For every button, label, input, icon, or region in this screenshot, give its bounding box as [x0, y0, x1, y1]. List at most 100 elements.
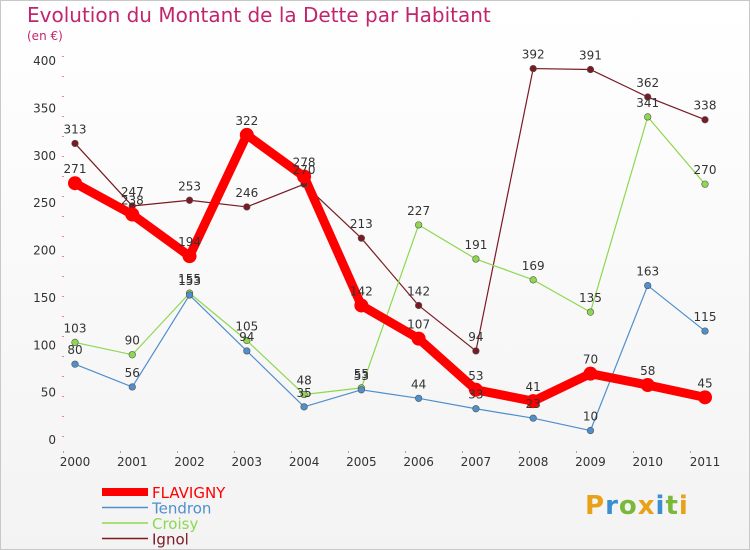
point-croisy: [644, 113, 652, 121]
point-flavigny: [182, 249, 197, 264]
data-label-flavigny: 322: [235, 114, 258, 128]
data-label-flavigny: 194: [178, 235, 201, 249]
x-tick-label: 2005: [346, 455, 377, 469]
data-label-ignol: 391: [579, 49, 602, 63]
data-label-flavigny: 45: [697, 376, 712, 390]
point-flavigny: [297, 169, 312, 184]
point-flavigny: [583, 366, 598, 381]
series-points: [68, 64, 712, 435]
y-tick-label: 50: [41, 386, 56, 400]
data-label-croisy: 155: [178, 272, 201, 286]
data-label-croisy: 270: [694, 163, 717, 177]
point-tendron: [701, 327, 709, 335]
point-ignol: [529, 64, 537, 73]
axes: 0 50 100 150 200 250 300 350 400 2000 2001 2002 2003…: [33, 54, 720, 469]
data-label-tendron: 153: [178, 274, 201, 288]
data-label-croisy: 90: [125, 334, 140, 348]
data-label-tendron: 163: [636, 265, 659, 279]
y-tick-label: 100: [33, 338, 56, 352]
data-label-croisy: 48: [296, 374, 311, 388]
data-label-ignol: 392: [522, 48, 545, 62]
y-tick-label: 150: [33, 291, 56, 305]
series-line-croisy: [74, 116, 706, 396]
point-croisy: [243, 336, 251, 345]
y-tick-label: 200: [33, 244, 56, 258]
point-croisy: [701, 180, 709, 188]
chart-unit: (en €): [27, 29, 63, 43]
point-ignol: [243, 203, 251, 211]
data-label-tendron: 23: [526, 397, 541, 411]
point-flavigny: [411, 331, 426, 346]
series-line-flavigny: [70, 130, 710, 406]
y-tick-label: 350: [33, 101, 56, 115]
point-ignol: [472, 347, 480, 355]
x-tick-label: 2000: [60, 455, 91, 469]
data-label-flavigny: 70: [583, 353, 598, 367]
y-tick-label: 300: [33, 149, 56, 163]
point-flavigny: [468, 382, 483, 397]
point-flavigny: [354, 298, 369, 313]
point-croisy: [586, 308, 595, 316]
series-line-ignol: [74, 67, 706, 352]
brand-logo: Proxiti: [585, 491, 689, 521]
point-flavigny: [698, 390, 712, 405]
x-tick-label: 2001: [117, 455, 148, 469]
data-label-ignol: 247: [121, 185, 144, 199]
y-tick-label: 400: [33, 54, 56, 68]
point-tendron: [415, 394, 423, 402]
data-label-tendron: 33: [468, 388, 483, 402]
point-ignol: [586, 65, 595, 74]
data-label-croisy: 55: [354, 367, 369, 381]
data-label-ignol: 338: [694, 99, 717, 113]
data-label-tendron: 53: [354, 369, 369, 383]
series-lines: [70, 67, 710, 432]
point-ignol: [357, 234, 365, 242]
data-label-ignol: 313: [64, 122, 87, 136]
data-label-flavigny: 107: [407, 318, 430, 332]
brand-letter: i: [655, 491, 666, 521]
data-label-croisy: 169: [522, 259, 545, 273]
data-label-tendron: 94: [239, 330, 254, 344]
data-label-ignol: 213: [350, 217, 373, 231]
point-tendron: [357, 386, 365, 394]
point-tendron: [71, 360, 79, 368]
data-label-tendron: 115: [694, 310, 717, 324]
y-tick-label: 0: [48, 433, 56, 447]
x-tick-label: 2007: [461, 455, 492, 469]
point-flavigny: [125, 207, 140, 222]
point-ignol: [644, 93, 652, 101]
legend-label: Croisy: [152, 515, 198, 533]
data-label-tendron: 80: [67, 343, 82, 357]
point-tendron: [185, 291, 194, 299]
x-tick-label: 2011: [690, 455, 721, 469]
data-label-croisy: 191: [464, 238, 487, 252]
x-tick-label: 2009: [575, 455, 606, 469]
point-croisy: [300, 390, 308, 399]
point-tendron: [644, 281, 652, 290]
point-ignol: [185, 196, 194, 204]
point-tendron: [586, 426, 595, 435]
point-tendron: [243, 347, 251, 355]
point-ignol: [415, 301, 423, 310]
brand-letter: r: [605, 491, 619, 521]
data-label-croisy: 341: [636, 96, 659, 110]
point-tendron: [529, 414, 537, 422]
data-label-flavigny: 58: [640, 364, 655, 378]
data-label-flavigny: 278: [293, 156, 316, 170]
data-label-tendron: 10: [583, 410, 598, 424]
point-tendron: [300, 403, 308, 411]
brand-letter: P: [585, 491, 606, 521]
point-flavigny: [68, 176, 82, 191]
data-label-flavigny: 142: [350, 284, 373, 298]
data-label-tendron: 44: [411, 377, 426, 391]
point-tendron: [128, 383, 136, 391]
brand-letter: x: [637, 491, 656, 521]
point-ignol: [71, 139, 79, 148]
data-labels: 313 247 253 246 270 213 142 94 392 391 362 338 103 90…: [64, 48, 717, 424]
point-flavigny: [640, 378, 655, 393]
data-label-flavigny: 53: [468, 369, 483, 383]
data-label-croisy: 105: [235, 320, 258, 334]
